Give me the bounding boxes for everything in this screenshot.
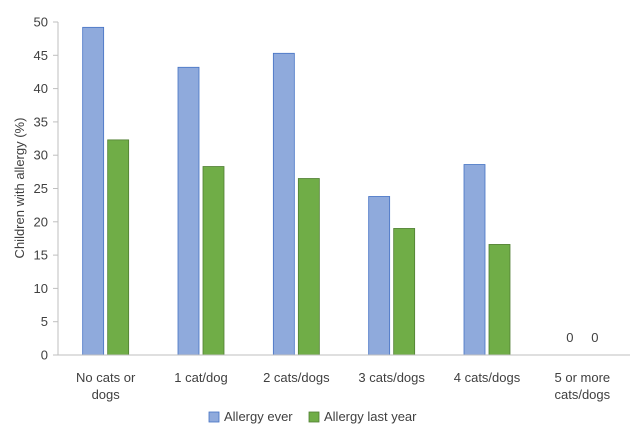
bar-allergy-last-year (488, 244, 511, 356)
x-tick-label: 5 or more (555, 370, 611, 385)
bar-allergy-ever (272, 52, 295, 356)
y-tick-label: 45 (34, 48, 48, 63)
y-tick-label: 50 (34, 15, 48, 30)
bar-allergy-last-year (202, 166, 225, 356)
x-tick-label: 4 cats/dogs (454, 370, 521, 385)
y-tick-label: 15 (34, 248, 48, 263)
x-tick-label: 1 cat/dog (174, 370, 228, 385)
bar-allergy-last-year (393, 228, 416, 356)
y-axis-title: Children with allergy (%) (12, 118, 27, 259)
legend-label: Allergy ever (224, 409, 293, 424)
legend-swatch (308, 411, 320, 423)
x-tick-label: cats/dogs (555, 387, 611, 402)
bar-allergy-last-year (297, 178, 320, 356)
x-tick-label: No cats or (76, 370, 136, 385)
bar-allergy-last-year (107, 139, 130, 356)
bar-allergy-ever (368, 196, 391, 356)
legend-label: Allergy last year (324, 409, 417, 424)
bars (82, 26, 511, 356)
x-tick-label: dogs (92, 387, 121, 402)
data-label: 0 (566, 330, 573, 345)
bar-allergy-ever (82, 26, 105, 356)
y-tick-label: 5 (41, 314, 48, 329)
y-tick-label: 0 (41, 348, 48, 363)
y-axis: 0 5 10 15 20 25 30 35 40 45 50 (34, 15, 59, 363)
data-label: 0 (591, 330, 598, 345)
x-axis: No cats or dogs 1 cat/dog 2 cats/dogs 3 cats… (58, 354, 630, 402)
bar-allergy-ever (177, 66, 200, 356)
bar-allergy-ever (463, 164, 486, 356)
legend-swatch (208, 411, 220, 423)
legend: Allergy ever Allergy last year (208, 409, 417, 424)
y-tick-label: 40 (34, 81, 48, 96)
x-tick-label: 2 cats/dogs (263, 370, 330, 385)
y-tick-label: 20 (34, 214, 48, 229)
y-tick-label: 30 (34, 148, 48, 163)
y-tick-label: 10 (34, 281, 48, 296)
x-tick-label: 3 cats/dogs (358, 370, 425, 385)
y-tick-label: 35 (34, 114, 48, 129)
y-tick-label: 25 (34, 181, 48, 196)
